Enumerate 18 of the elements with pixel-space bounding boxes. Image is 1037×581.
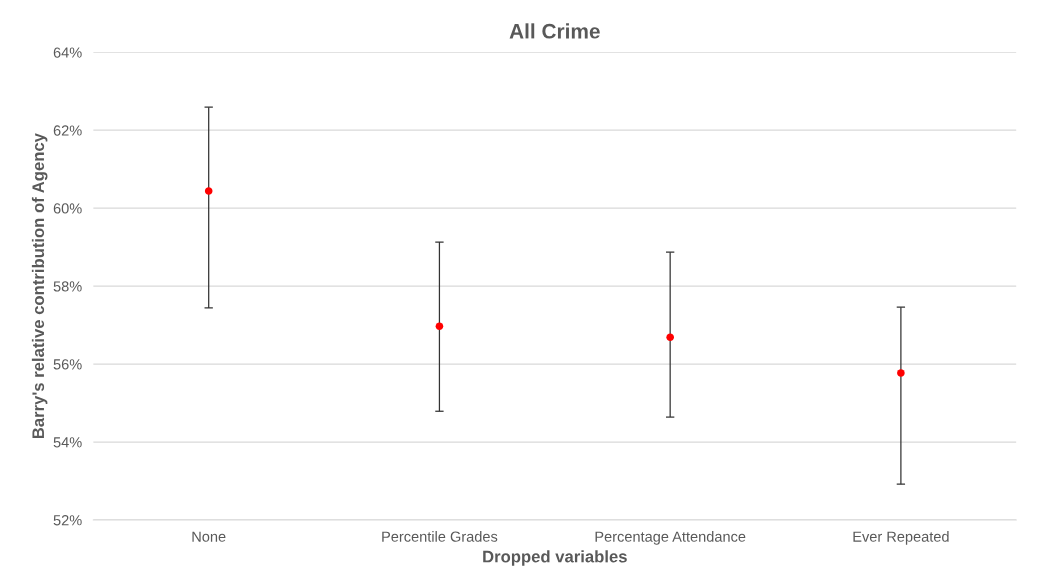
- x-axis-title: Dropped variables: [483, 550, 627, 566]
- x-tick-label: Ever Repeated: [853, 531, 949, 545]
- point: [897, 369, 905, 377]
- x-tick-label: None: [192, 531, 226, 542]
- y-tick-label: 56%: [53, 359, 82, 370]
- point: [435, 322, 444, 331]
- x-tick-label: Percentile Grades: [382, 531, 498, 542]
- y-tick-label: 54%: [53, 437, 82, 448]
- point: [204, 187, 213, 195]
- point: [666, 333, 674, 341]
- y-tick-label: 52%: [53, 515, 82, 526]
- x-tick-label: Percentage Attendance: [595, 531, 746, 545]
- y-tick-label: 58%: [53, 281, 82, 292]
- y-tick-label: 62%: [53, 125, 82, 136]
- chart-title: All Crime: [509, 23, 600, 39]
- y-tick-label: 64%: [53, 47, 82, 58]
- y-axis-title: Barry's relative contribution of Agency: [31, 133, 48, 439]
- y-tick-label: 60%: [53, 203, 82, 214]
